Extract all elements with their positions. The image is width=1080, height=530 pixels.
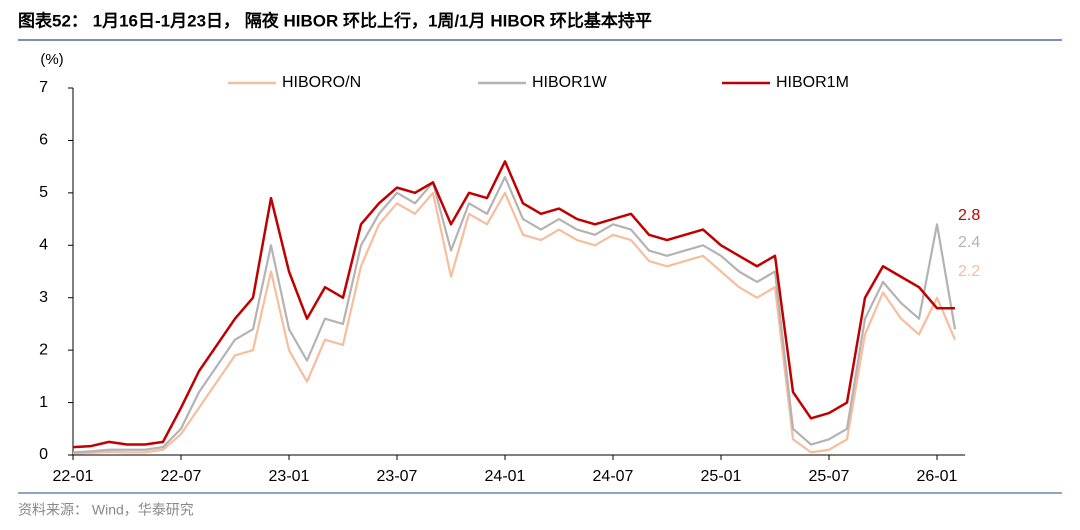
x-tick-label: 26-01 — [917, 468, 958, 485]
series-line — [72, 176, 957, 454]
y-tick-label: 6 — [39, 132, 48, 149]
chart-title: 图表52： 1月16日-1月23日， 隔夜 HIBOR 环比上行，1周/1月 H… — [18, 10, 652, 30]
x-tick-label: 25-07 — [809, 468, 850, 485]
x-tick-label: 23-01 — [269, 468, 310, 485]
y-tick-label: 5 — [39, 184, 48, 201]
series-line — [72, 160, 955, 449]
x-tick-label: 23-07 — [377, 468, 418, 485]
x-tick-label: 22-01 — [53, 468, 94, 485]
y-tick-label: 1 — [39, 394, 48, 411]
y-tick-label: 2 — [39, 341, 48, 358]
legend-label: HIBOR1W — [532, 74, 608, 91]
legend-label: HIBORO/N — [282, 74, 361, 91]
series-line — [72, 191, 957, 455]
x-tick-label: 22-07 — [161, 468, 202, 485]
y-tick-label: 0 — [39, 446, 48, 463]
y-tick-label: 4 — [39, 237, 48, 254]
source-note: 资料来源： Wind，华泰研究 — [18, 502, 194, 518]
x-tick-label: 24-01 — [485, 468, 526, 485]
x-tick-label: 25-01 — [701, 468, 742, 485]
legend-label: HIBOR1M — [776, 74, 849, 91]
y-tick-label: 3 — [39, 289, 48, 306]
end-value-label: 2.4 — [958, 234, 980, 251]
y-tick-label: 7 — [39, 79, 48, 96]
y-axis-unit: (%) — [40, 51, 63, 68]
x-tick-label: 24-07 — [593, 468, 634, 485]
end-value-label: 2.8 — [958, 207, 980, 224]
end-value-label: 2.2 — [958, 263, 980, 280]
